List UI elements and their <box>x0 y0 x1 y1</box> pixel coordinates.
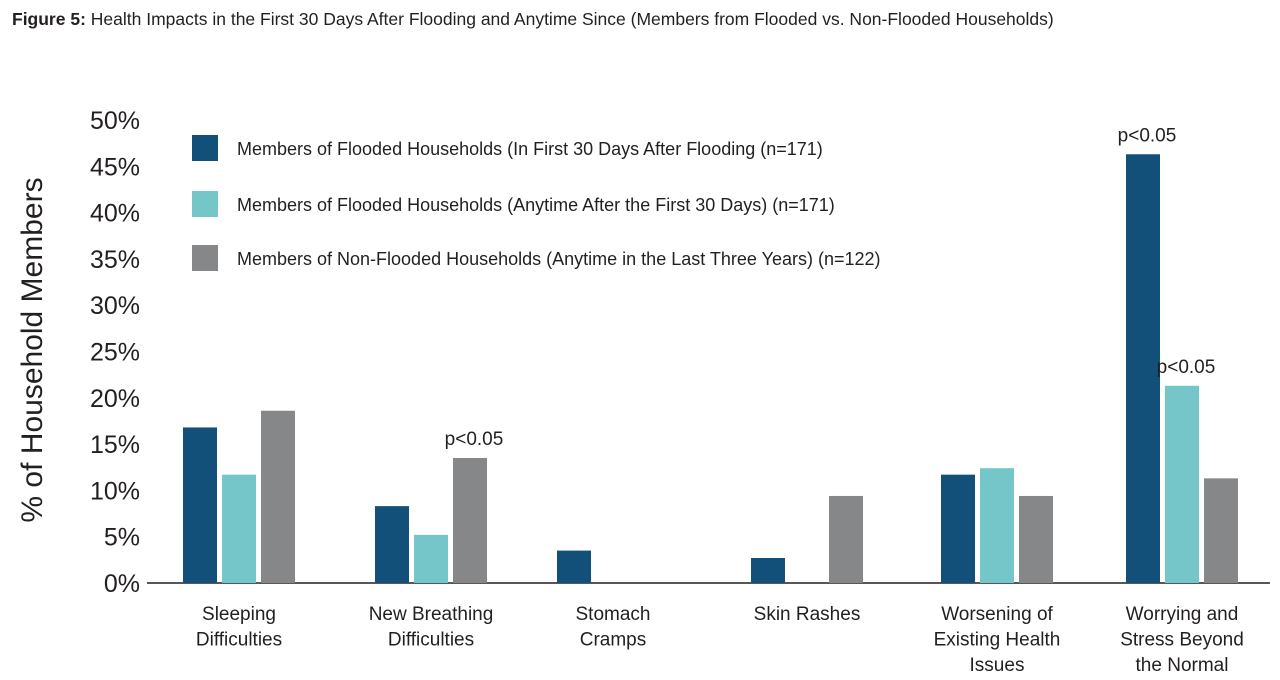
y-tick-label: 10% <box>90 477 140 505</box>
y-tick-label: 15% <box>90 431 140 459</box>
bar-flooded-30 <box>941 474 975 583</box>
bar-flooded-30 <box>183 427 217 583</box>
bar-flooded-30 <box>1126 154 1160 583</box>
y-tick-label: 5% <box>104 524 140 552</box>
x-category-label: Stomach <box>576 604 651 625</box>
x-category-label: Difficulties <box>388 630 474 651</box>
chart-title: Figure 5: Health Impacts in the First 30… <box>12 8 1212 30</box>
bar-non-flooded <box>1204 478 1238 583</box>
significance-annotation: p<0.05 <box>1118 125 1177 146</box>
legend-label: Members of Flooded Households (In First … <box>237 139 823 159</box>
y-tick-label: 50% <box>90 107 140 135</box>
y-tick-label: 0% <box>104 570 140 598</box>
bar-flooded-30 <box>557 550 591 583</box>
x-category-label: the Normal <box>1136 655 1229 676</box>
x-category-label: Existing Health <box>934 630 1061 651</box>
bar-flooded-after <box>222 474 256 583</box>
bar-flooded-30 <box>751 557 785 583</box>
x-category-label: Skin Rashes <box>754 604 861 625</box>
bar-non-flooded <box>453 457 487 583</box>
y-tick-label: 30% <box>90 292 140 320</box>
legend-swatch-flooded-after <box>192 191 218 217</box>
bar-flooded-after <box>1165 385 1199 583</box>
y-axis-title: % of Household Members <box>16 177 49 522</box>
y-tick-label: 35% <box>90 246 140 274</box>
bar-flooded-30 <box>375 506 409 583</box>
x-category-label: Issues <box>970 655 1025 676</box>
figure-label: Figure 5: <box>12 9 86 29</box>
x-category-label: Difficulties <box>196 630 282 651</box>
bar-flooded-after <box>980 468 1014 583</box>
figure-title-text: Health Impacts in the First 30 Days Afte… <box>90 9 1054 29</box>
significance-annotation: p<0.05 <box>445 429 504 450</box>
legend-label: Members of Flooded Households (Anytime A… <box>237 195 835 215</box>
y-tick-label: 45% <box>90 153 140 181</box>
bar-non-flooded <box>261 410 295 583</box>
x-category-label: Sleeping <box>202 604 276 625</box>
significance-annotation: p<0.05 <box>1157 357 1216 378</box>
y-tick-label: 20% <box>90 385 140 413</box>
x-category-label: Worsening of <box>941 604 1053 625</box>
legend-swatch-non-flooded <box>192 245 218 271</box>
bar-flooded-after <box>414 534 448 583</box>
x-category-label: Worrying and <box>1126 604 1239 625</box>
y-tick-label: 25% <box>90 339 140 367</box>
y-tick-label: 40% <box>90 200 140 228</box>
bar-non-flooded <box>829 495 863 583</box>
x-category-label: Cramps <box>580 630 647 651</box>
legend-label: Members of Non-Flooded Households (Anyti… <box>237 249 881 269</box>
x-category-label: Stress Beyond <box>1120 630 1244 651</box>
legend-swatch-flooded-30 <box>192 135 218 161</box>
bar-non-flooded <box>1019 495 1053 583</box>
x-category-label: New Breathing <box>369 604 494 625</box>
